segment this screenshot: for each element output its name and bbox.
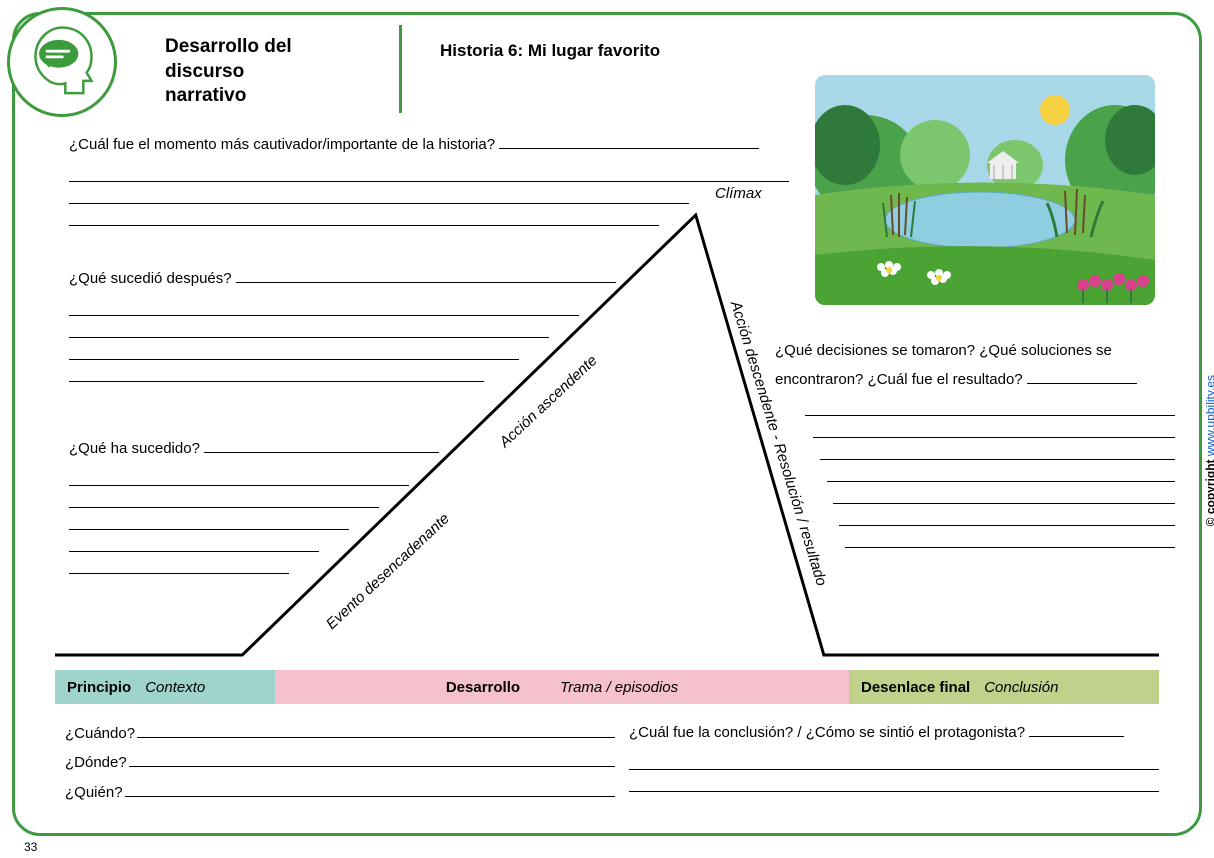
conclusion-question: ¿Cuál fue la conclusión? / ¿Cómo se sint… [629, 719, 1159, 792]
phase-beginning: Principio Contexto [55, 670, 275, 704]
fill-line[interactable] [1029, 722, 1124, 737]
q-happened: ¿Qué ha sucedido? [69, 435, 469, 574]
fill-line[interactable] [820, 438, 1175, 460]
phase-development-title: Desarrollo [446, 679, 520, 696]
fill-line[interactable] [69, 338, 519, 360]
brand-logo [7, 7, 117, 117]
q-decisions: ¿Qué decisiones se tomaron? ¿Qué solucio… [775, 337, 1175, 548]
fill-line[interactable] [69, 294, 579, 316]
fill-line[interactable] [629, 748, 1159, 770]
fill-line[interactable] [69, 182, 689, 204]
q-when: ¿Cuándo? [65, 719, 135, 748]
copyright-prefix: © copyright [1203, 456, 1214, 526]
fill-line[interactable] [137, 719, 615, 738]
q-after: ¿Qué sucedió después? [69, 265, 629, 382]
copyright: © copyright www.upbility.es [1203, 375, 1214, 526]
page-number: 33 [24, 840, 37, 854]
fill-line[interactable] [827, 460, 1175, 482]
phase-bar: Principio Contexto Desarrollo Trama / ep… [55, 670, 1159, 704]
fill-line[interactable] [236, 268, 616, 283]
fill-line[interactable] [69, 530, 319, 552]
fill-line[interactable] [69, 486, 379, 508]
phase-ending-sub: Conclusión [984, 679, 1058, 696]
q-where: ¿Dónde? [65, 748, 127, 777]
copyright-link[interactable]: www.upbility.es [1203, 375, 1214, 456]
fill-line[interactable] [805, 394, 1175, 416]
story-arc-diagram: Clímax Acción ascendente Evento desencad… [55, 125, 1159, 685]
fill-line[interactable] [69, 508, 349, 530]
fill-line[interactable] [204, 438, 439, 453]
fill-line[interactable] [69, 464, 409, 486]
module-title: Desarrollo del discurso narrativo [165, 35, 365, 109]
fill-line[interactable] [69, 160, 789, 182]
fill-line[interactable] [629, 770, 1159, 792]
fill-line[interactable] [69, 360, 484, 382]
fill-line[interactable] [69, 204, 659, 226]
fill-line[interactable] [69, 316, 549, 338]
q-conclusion-text: ¿Cuál fue la conclusión? / ¿Cómo se sint… [629, 724, 1025, 741]
fill-line[interactable] [1027, 369, 1137, 384]
page-frame: Desarrollo del discurso narrativo Histor… [12, 12, 1202, 836]
phase-beginning-title: Principio [67, 679, 131, 696]
fill-line[interactable] [129, 748, 615, 767]
fill-line[interactable] [499, 134, 759, 149]
context-questions: ¿Cuándo? ¿Dónde? ¿Quién? [65, 719, 615, 807]
phase-development-sub: Trama / episodios [560, 679, 678, 696]
module-title-line2: narrativo [165, 85, 246, 106]
module-title-line1: Desarrollo del discurso [165, 36, 292, 82]
fill-line[interactable] [69, 552, 289, 574]
fill-line[interactable] [839, 504, 1175, 526]
header-divider [399, 25, 402, 113]
q-after-text: ¿Qué sucedió después? [69, 270, 232, 287]
fill-line[interactable] [845, 526, 1175, 548]
story-title: Historia 6: Mi lugar favorito [440, 41, 660, 61]
q-who: ¿Quién? [65, 778, 123, 807]
phase-ending-title: Desenlace final [861, 679, 970, 696]
fill-line[interactable] [833, 482, 1175, 504]
q-climax: ¿Cuál fue el momento más cautivador/impo… [69, 131, 779, 226]
phase-development: Desarrollo Trama / episodios [275, 670, 849, 704]
phase-beginning-sub: Contexto [145, 679, 205, 696]
fill-line[interactable] [813, 416, 1175, 438]
phase-ending: Desenlace final Conclusión [849, 670, 1159, 704]
q-happened-text: ¿Qué ha sucedido? [69, 440, 200, 457]
fill-line[interactable] [125, 778, 615, 797]
q-climax-text: ¿Cuál fue el momento más cautivador/impo… [69, 136, 495, 153]
